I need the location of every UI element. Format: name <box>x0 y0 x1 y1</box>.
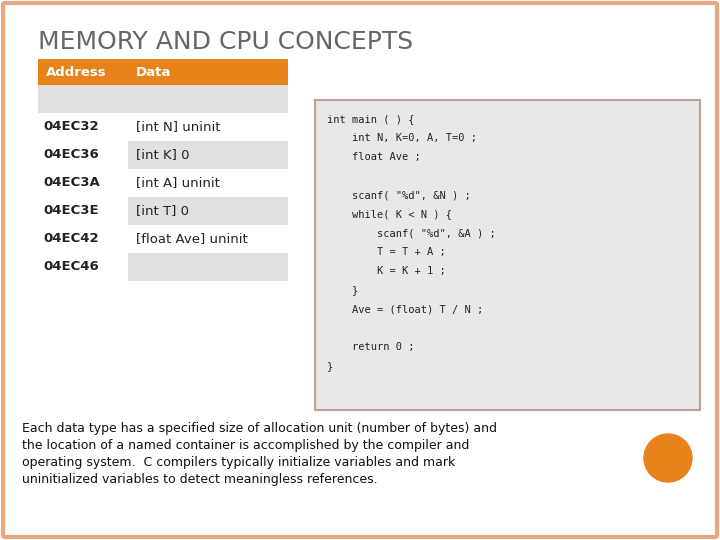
Text: K = K + 1 ;: K = K + 1 ; <box>327 266 446 276</box>
Text: return 0 ;: return 0 ; <box>327 342 415 352</box>
Text: }: } <box>327 361 333 371</box>
Bar <box>38 59 288 85</box>
FancyBboxPatch shape <box>3 3 717 537</box>
Circle shape <box>644 434 692 482</box>
Text: }: } <box>327 285 359 295</box>
Text: T = T + A ;: T = T + A ; <box>327 247 446 257</box>
Text: int main ( ) {: int main ( ) { <box>327 114 415 124</box>
Text: 04EC3A: 04EC3A <box>43 177 100 190</box>
Text: 04EC36: 04EC36 <box>43 148 99 161</box>
Text: 04EC46: 04EC46 <box>43 260 99 273</box>
Bar <box>128 141 288 169</box>
Text: float Ave ;: float Ave ; <box>327 152 420 162</box>
Text: Data: Data <box>136 65 171 78</box>
Text: while( K < N ) {: while( K < N ) { <box>327 209 452 219</box>
Text: MEMORY AND CPU CONCEPTS: MEMORY AND CPU CONCEPTS <box>38 30 413 54</box>
Text: [int T] 0: [int T] 0 <box>136 205 189 218</box>
Text: 04EC3E: 04EC3E <box>43 205 99 218</box>
Text: [int A] uninit: [int A] uninit <box>136 177 220 190</box>
Text: scanf( "%d", &N ) ;: scanf( "%d", &N ) ; <box>327 190 471 200</box>
Text: int N, K=0, A, T=0 ;: int N, K=0, A, T=0 ; <box>327 133 477 143</box>
Text: operating system.  C compilers typically initialize variables and mark: operating system. C compilers typically … <box>22 456 455 469</box>
Text: 04EC32: 04EC32 <box>43 120 99 133</box>
Text: Address: Address <box>46 65 107 78</box>
Bar <box>128 225 288 253</box>
Text: Ave = (float) T / N ;: Ave = (float) T / N ; <box>327 304 483 314</box>
Bar <box>128 169 288 197</box>
Text: [int N] uninit: [int N] uninit <box>136 120 220 133</box>
Text: scanf( "%d", &A ) ;: scanf( "%d", &A ) ; <box>327 228 496 238</box>
Bar <box>128 197 288 225</box>
Text: uninitialized variables to detect meaningless references.: uninitialized variables to detect meanin… <box>22 473 377 486</box>
Text: the location of a named container is accomplished by the compiler and: the location of a named container is acc… <box>22 439 469 452</box>
Bar <box>38 85 288 113</box>
Text: [float Ave] uninit: [float Ave] uninit <box>136 233 248 246</box>
Bar <box>128 253 288 281</box>
Text: [int K] 0: [int K] 0 <box>136 148 189 161</box>
Text: Each data type has a specified size of allocation unit (number of bytes) and: Each data type has a specified size of a… <box>22 422 497 435</box>
Text: 04EC42: 04EC42 <box>43 233 99 246</box>
Bar <box>128 113 288 141</box>
FancyBboxPatch shape <box>315 100 700 410</box>
